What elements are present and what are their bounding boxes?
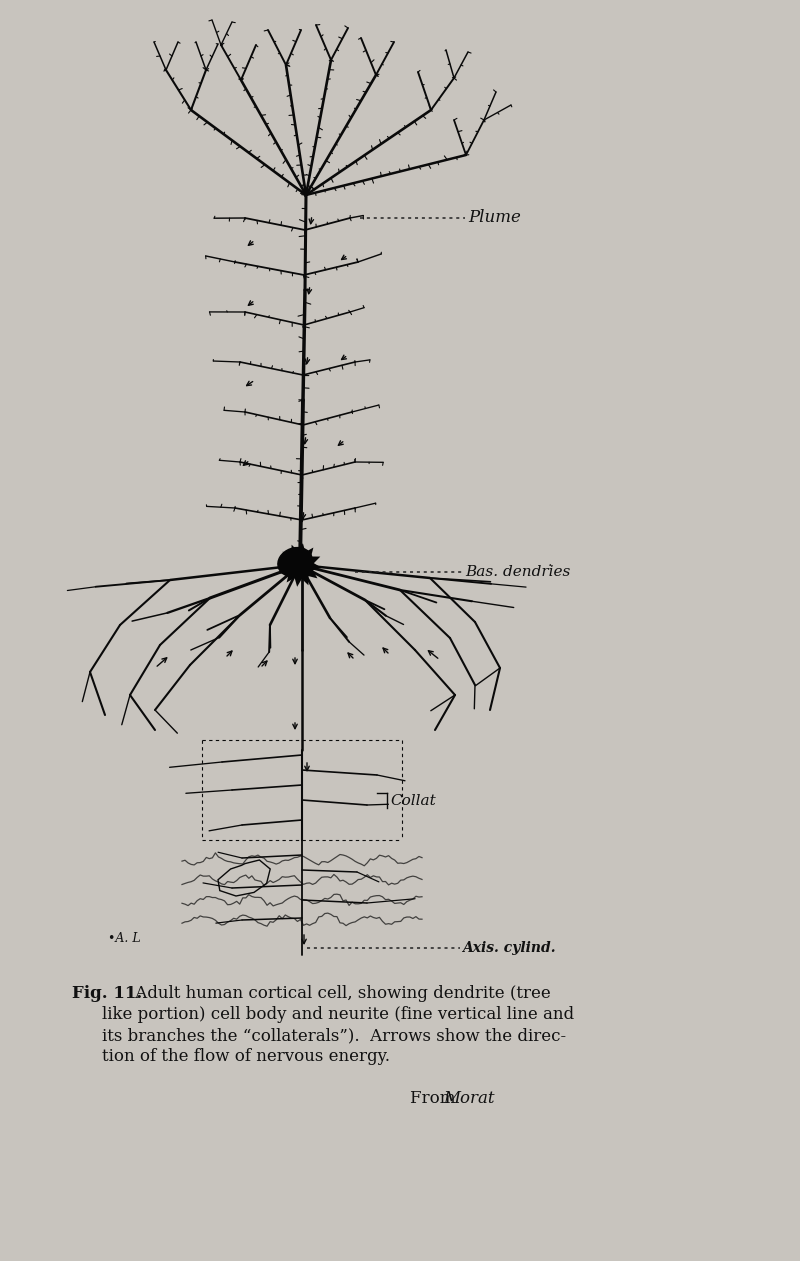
Text: Collat: Collat bbox=[390, 794, 436, 808]
Text: its branches the “collaterals”).  Arrows show the direc-: its branches the “collaterals”). Arrows … bbox=[102, 1026, 566, 1044]
Ellipse shape bbox=[278, 547, 312, 576]
Text: tion of the flow of nervous energy.: tion of the flow of nervous energy. bbox=[102, 1048, 390, 1066]
Text: like portion) cell body and neurite (fine vertical line and: like portion) cell body and neurite (fin… bbox=[102, 1006, 574, 1023]
Text: Axis. cylind.: Axis. cylind. bbox=[462, 941, 556, 955]
Text: Plume: Plume bbox=[468, 209, 521, 227]
Polygon shape bbox=[278, 543, 322, 586]
Text: Adult human cortical cell, showing dendrite (tree: Adult human cortical cell, showing dendr… bbox=[130, 985, 550, 1002]
Text: Bas. dendri̇es: Bas. dendri̇es bbox=[465, 565, 570, 579]
Text: Fig. 11.: Fig. 11. bbox=[72, 985, 142, 1002]
Text: From: From bbox=[410, 1090, 461, 1107]
Text: Morat: Morat bbox=[443, 1090, 494, 1107]
Text: •A. L: •A. L bbox=[108, 932, 141, 944]
